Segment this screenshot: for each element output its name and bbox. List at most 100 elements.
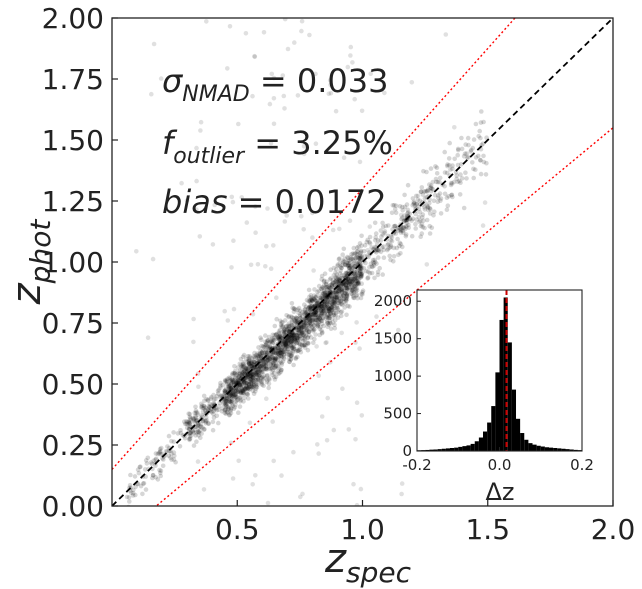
scatter-point [223,407,228,413]
x-tick-label: 0.5 [215,513,260,546]
scatter-point [265,357,270,362]
scatter-point [367,234,373,240]
scatter-point [277,331,283,337]
scatter-point [240,371,245,377]
histogram-bar [458,446,463,451]
scatter-point [260,350,265,355]
scatter-point [250,374,256,380]
scatter-point [391,224,397,229]
scatter-point [218,383,223,389]
scatter-point [358,249,364,255]
scatter-point [349,280,355,285]
scatter-point [315,305,321,310]
scatter-point [219,409,225,414]
scatter-point [325,304,330,310]
scatter-point [242,386,248,391]
scatter-point [223,402,228,407]
scatter-point [318,303,324,309]
scatter-point [271,349,277,355]
scatter-point [232,392,237,398]
scatter-point [264,243,269,249]
scatter-point [248,373,253,378]
scatter-point [252,354,257,360]
scatter-point [345,263,350,268]
scatter-point [233,388,239,394]
scatter-point [247,358,252,363]
scatter-point [332,282,338,288]
scatter-point [332,294,337,300]
scatter-point [381,244,386,249]
scatter-point [302,302,307,308]
scatter-point [425,204,431,209]
scatter-point [291,333,297,338]
scatter-point [298,326,303,331]
scatter-point [246,385,251,391]
scatter-point [350,291,355,297]
scatter-point [321,289,327,294]
scatter-point [281,352,287,358]
scatter-point [230,391,236,397]
scatter-point [393,203,399,208]
scatter-point [272,365,278,371]
scatter-point [235,365,241,370]
scatter-point [310,327,315,332]
scatter-point [352,277,358,282]
scatter-point [348,275,354,281]
scatter-point [340,262,345,268]
scatter-point [261,362,267,367]
scatter-point [329,303,335,309]
scatter-point [253,372,258,378]
scatter-point [299,313,305,319]
scatter-point [318,317,323,323]
scatter-point [316,319,322,325]
scatter-point [344,279,349,284]
scatter-point [328,276,334,281]
scatter-point [353,437,358,442]
scatter-point [226,375,232,381]
scatter-point [237,382,243,388]
scatter-point [261,366,267,372]
scatter-point [289,322,295,328]
scatter-point [153,456,159,462]
scatter-point [346,265,352,271]
scatter-point [279,348,285,353]
scatter-point [224,398,229,404]
scatter-point [339,286,345,292]
scatter-point [349,284,355,290]
scatter-point [222,377,228,383]
scatter-point [329,281,335,287]
scatter-point [255,372,261,378]
scatter-point [244,372,249,378]
scatter-point [304,297,310,303]
scatter-point [247,375,253,380]
scatter-point [133,484,138,490]
scatter-point [420,192,426,197]
scatter-point [258,353,263,359]
scatter-point [322,294,328,300]
scatter-point [286,339,292,345]
scatter-point [182,419,187,425]
scatter-point [338,298,344,304]
scatter-point [293,315,299,321]
scatter-point [255,377,261,383]
scatter-point [415,193,421,199]
scatter-point [317,302,322,308]
scatter-point [248,378,254,384]
scatter-point [255,351,260,356]
scatter-point [330,299,336,304]
scatter-point [266,381,272,387]
scatter-point [253,368,258,374]
scatter-point [322,292,327,298]
scatter-point [245,366,250,372]
scatter-point [427,182,432,187]
scatter-point [187,414,193,420]
scatter-point [335,262,341,268]
scatter-point [301,151,307,157]
scatter-point [389,238,395,244]
scatter-point [315,324,321,329]
scatter-point [288,335,294,340]
scatter-point [348,44,354,50]
scatter-point [388,257,393,263]
scatter-point [381,247,387,253]
scatter-point [355,255,361,261]
